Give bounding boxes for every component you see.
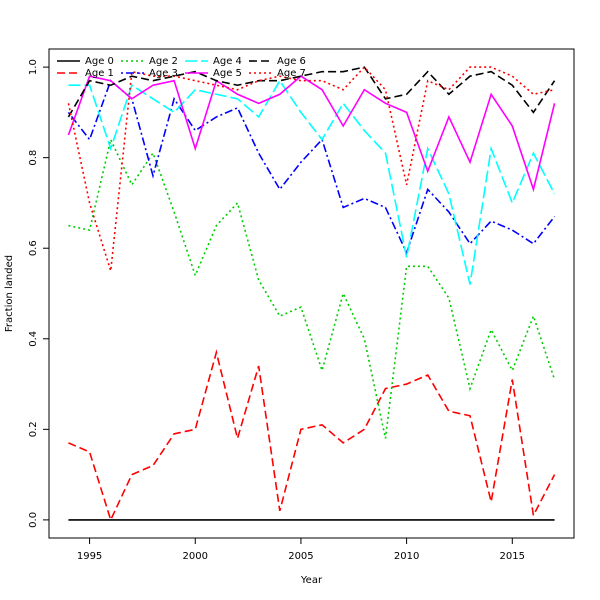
series-line xyxy=(68,79,556,285)
x-axis-label: Year xyxy=(300,575,323,586)
series-line xyxy=(68,349,556,523)
legend-label: Age 7 xyxy=(277,68,306,79)
series-line xyxy=(67,66,556,118)
x-tick-label: 2010 xyxy=(394,551,419,562)
legend-label: Age 5 xyxy=(213,68,242,79)
legend-label: Age 1 xyxy=(85,68,114,79)
series-line xyxy=(67,65,555,272)
series-line xyxy=(67,75,556,193)
y-tick-label: 0.0 xyxy=(28,512,39,528)
x-tick-label: 2000 xyxy=(183,551,208,562)
y-axis-label: Fraction landed xyxy=(4,255,15,332)
legend-label: Age 0 xyxy=(85,56,114,67)
y-tick-label: 0.6 xyxy=(28,240,39,256)
series-line xyxy=(67,79,556,255)
x-tick-label: 2005 xyxy=(288,551,313,562)
legend-label: Age 6 xyxy=(277,56,306,67)
legend-label: Age 4 xyxy=(213,56,242,67)
legend-label: Age 2 xyxy=(149,56,178,67)
y-tick-label: 0.8 xyxy=(28,150,39,166)
series-line xyxy=(68,137,556,439)
x-tick-label: 2015 xyxy=(500,551,525,562)
x-tick-label: 1995 xyxy=(77,551,102,562)
y-tick-label: 0.4 xyxy=(28,331,39,347)
y-tick-label: 1.0 xyxy=(28,59,39,75)
legend-label: Age 3 xyxy=(149,68,178,79)
y-tick-label: 0.2 xyxy=(28,421,39,437)
plot-frame xyxy=(48,48,575,539)
